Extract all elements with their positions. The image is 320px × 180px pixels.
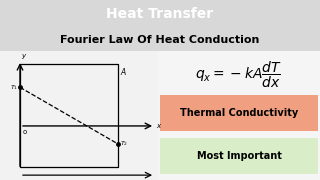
Bar xyxy=(20,64,118,167)
Bar xyxy=(160,138,318,174)
Text: o: o xyxy=(23,129,27,135)
Text: $T_1$: $T_1$ xyxy=(10,83,18,92)
Text: Most Important: Most Important xyxy=(196,150,281,161)
Text: $A$: $A$ xyxy=(120,66,127,77)
Text: Thermal Conductivity: Thermal Conductivity xyxy=(180,108,298,118)
Text: y: y xyxy=(21,53,25,59)
Text: Fourier Law Of Heat Conduction: Fourier Law Of Heat Conduction xyxy=(60,35,260,45)
Text: $q_x = -kA\dfrac{dT}{dx}$: $q_x = -kA\dfrac{dT}{dx}$ xyxy=(195,59,281,90)
Bar xyxy=(160,95,318,131)
Text: Heat Transfer: Heat Transfer xyxy=(107,7,213,21)
Bar xyxy=(158,51,320,180)
Bar xyxy=(0,51,158,180)
Text: x: x xyxy=(156,123,160,129)
Text: $T_2$: $T_2$ xyxy=(120,140,128,148)
